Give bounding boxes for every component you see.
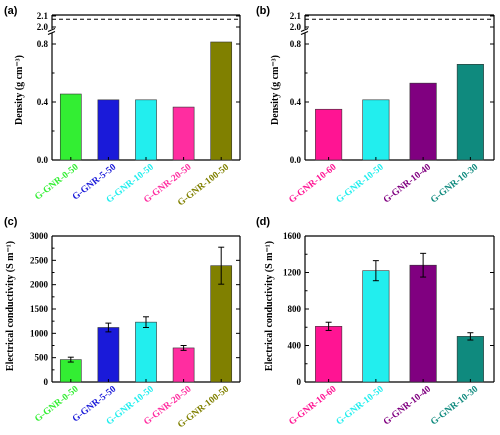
y-tick-label-b: 0.0 bbox=[290, 155, 302, 165]
y-tick-label-d: 0 bbox=[297, 377, 302, 387]
y-tick-label-d: 1200 bbox=[283, 268, 302, 278]
bar-b-g-gnr-10-30 bbox=[456, 64, 484, 161]
axis-break-mark-a bbox=[47, 28, 56, 32]
axis-break-mark-b bbox=[300, 28, 309, 32]
y-axis-label-c: Electrical conductivity (S m⁻¹) bbox=[5, 241, 16, 371]
y-tick-label-c: 0 bbox=[44, 377, 49, 387]
category-label-b: G-GNR-10-30 bbox=[429, 162, 480, 205]
category-label-d: G-GNR-10-60 bbox=[287, 384, 338, 427]
y-tick-label-d: 1600 bbox=[283, 231, 302, 241]
y-tick-label-a: 2.1 bbox=[37, 11, 49, 21]
category-label-b: G-GNR-10-40 bbox=[382, 162, 433, 205]
y-tick-label-c: 3000 bbox=[30, 231, 49, 241]
y-tick-label-d: 400 bbox=[288, 341, 302, 351]
y-axis-label-a: Density (g cm⁻³) bbox=[14, 55, 25, 125]
bar-d-g-gnr-10-50 bbox=[362, 270, 390, 383]
bar-d-g-gnr-10-30 bbox=[456, 336, 484, 383]
bar-c-g-gnr-10-50 bbox=[135, 321, 157, 383]
panel-label-b: (b) bbox=[256, 5, 270, 17]
axis-break-gap-a bbox=[48, 29, 56, 33]
y-tick-label-a: 2.0 bbox=[37, 22, 49, 32]
bar-d-g-gnr-10-60 bbox=[315, 326, 343, 383]
axis-break-mark-a bbox=[47, 31, 56, 35]
category-label-b: G-GNR-10-60 bbox=[287, 162, 338, 205]
bar-c-g-gnr-0-50 bbox=[59, 359, 82, 383]
bar-c-g-gnr-5-50 bbox=[97, 327, 120, 383]
y-tick-label-a: 0.4 bbox=[37, 97, 49, 107]
category-label-d: G-GNR-10-30 bbox=[429, 384, 480, 427]
panel-d-conductivity-series-b: (d) Electrical conductivity (S m⁻¹) 0 400… bbox=[256, 216, 495, 427]
panel-c-conductivity-series-a: (c) Electrical conductivity (S m⁻¹) 0 500… bbox=[4, 216, 241, 430]
bar-d-g-gnr-10-40 bbox=[409, 264, 437, 383]
y-tick-label-c: 2500 bbox=[30, 255, 49, 265]
y-tick-label-b: 2.1 bbox=[290, 11, 302, 21]
panel-b-density-series-b: (b) Density (g cm⁻³) 0.0 0.4 0.8 2.02.1 G-GN… bbox=[256, 5, 495, 205]
category-label-b: G-GNR-10-50 bbox=[335, 162, 386, 205]
y-tick-label-d: 800 bbox=[288, 304, 302, 314]
y-axis-label-b: Density (g cm⁻³) bbox=[270, 55, 281, 125]
axis-break-gap-b bbox=[301, 29, 309, 33]
axis-break-mark-b bbox=[300, 31, 309, 35]
panel-label-c: (c) bbox=[4, 216, 18, 228]
y-tick-label-c: 1000 bbox=[30, 328, 49, 338]
category-label-d: G-GNR-10-50 bbox=[335, 384, 386, 427]
y-tick-label-b: 0.4 bbox=[290, 97, 302, 107]
bar-a-g-gnr-100-50 bbox=[210, 41, 233, 161]
panel-a-density-series-a: (a) Density (g cm⁻³) 0.00.40.82.02.1G-GN… bbox=[4, 5, 241, 208]
panel-label-a: (a) bbox=[4, 5, 18, 17]
panel-label-d: (d) bbox=[256, 216, 270, 228]
bar-a-g-gnr-0-50 bbox=[59, 93, 82, 161]
y-tick-label-b: 0.8 bbox=[290, 39, 302, 49]
bar-b-g-gnr-10-60 bbox=[315, 108, 343, 161]
bar-a-g-gnr-20-50 bbox=[172, 106, 195, 161]
bar-c-g-gnr-20-50 bbox=[172, 347, 195, 383]
y-tick-label-b: 2.0 bbox=[290, 22, 302, 32]
category-label-d: G-GNR-10-40 bbox=[382, 384, 433, 427]
bar-a-g-gnr-5-50 bbox=[97, 99, 120, 161]
y-tick-label-c: 500 bbox=[35, 353, 49, 363]
y-tick-label-c: 2000 bbox=[30, 280, 49, 290]
y-tick-label-c: 1500 bbox=[30, 304, 49, 314]
bar-a-g-gnr-10-50 bbox=[135, 99, 157, 161]
bar-b-g-gnr-10-40 bbox=[409, 82, 437, 161]
bar-b-g-gnr-10-50 bbox=[362, 99, 390, 161]
y-tick-label-a: 0.8 bbox=[37, 39, 49, 49]
y-tick-label-a: 0.0 bbox=[37, 155, 49, 165]
y-axis-label-d: Electrical conductivity (S m⁻¹) bbox=[264, 241, 275, 371]
